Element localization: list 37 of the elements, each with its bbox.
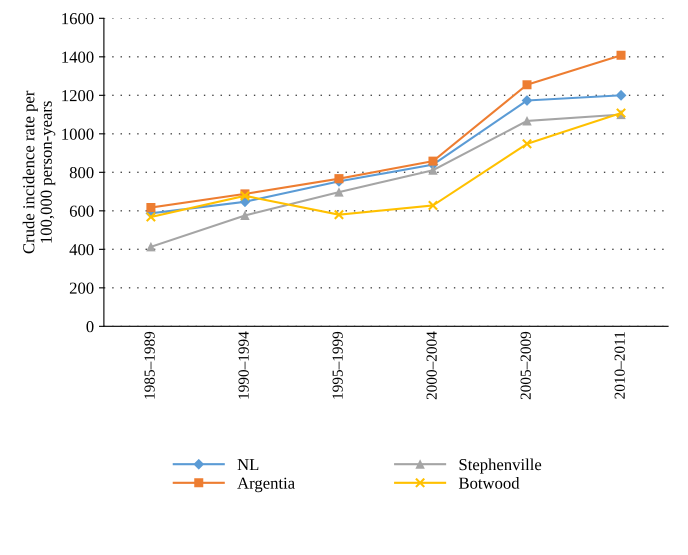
y-axis-title: Crude incidence rate per 100,000 person-years — [22, 90, 56, 254]
point — [334, 209, 344, 220]
legend-label: Botwood — [458, 477, 520, 489]
x-tick-label: 2010–2011 — [614, 332, 625, 399]
x-tick-label: 1995–1999 — [332, 332, 343, 399]
x-tick-label: 2000–2004 — [426, 331, 437, 400]
y-tick-label: 800 — [70, 167, 94, 178]
point — [428, 200, 438, 211]
point — [428, 156, 438, 166]
point — [522, 80, 532, 90]
legend-label: NL — [238, 459, 258, 470]
y-tick-label: 1600 — [62, 13, 94, 24]
point — [334, 174, 344, 184]
y-tick-label: 600 — [70, 206, 94, 217]
point — [240, 190, 250, 202]
point — [522, 116, 532, 126]
point — [240, 210, 250, 220]
y-tick-label: 1400 — [62, 52, 94, 63]
y-tick-label: 200 — [70, 282, 94, 294]
point — [146, 242, 156, 252]
legend-label: Stephenville — [460, 458, 542, 474]
point — [616, 50, 626, 60]
point — [522, 95, 532, 106]
y-tick-label: 0 — [86, 321, 94, 332]
y-tick-label: 400 — [69, 244, 94, 256]
y-tick-label: 1000 — [62, 128, 94, 140]
x-tick-label: 1990–1994 — [238, 331, 249, 399]
x-tick-label: 2005–2009 — [520, 332, 531, 400]
point — [616, 90, 626, 101]
legend-label: Argentia — [237, 478, 295, 492]
point — [428, 166, 438, 175]
point — [146, 212, 156, 222]
y-tick-label: 1200 — [62, 90, 94, 102]
point — [334, 188, 344, 197]
point — [146, 203, 156, 212]
x-tick-label: 1985–1989 — [144, 332, 155, 399]
point — [522, 138, 532, 150]
